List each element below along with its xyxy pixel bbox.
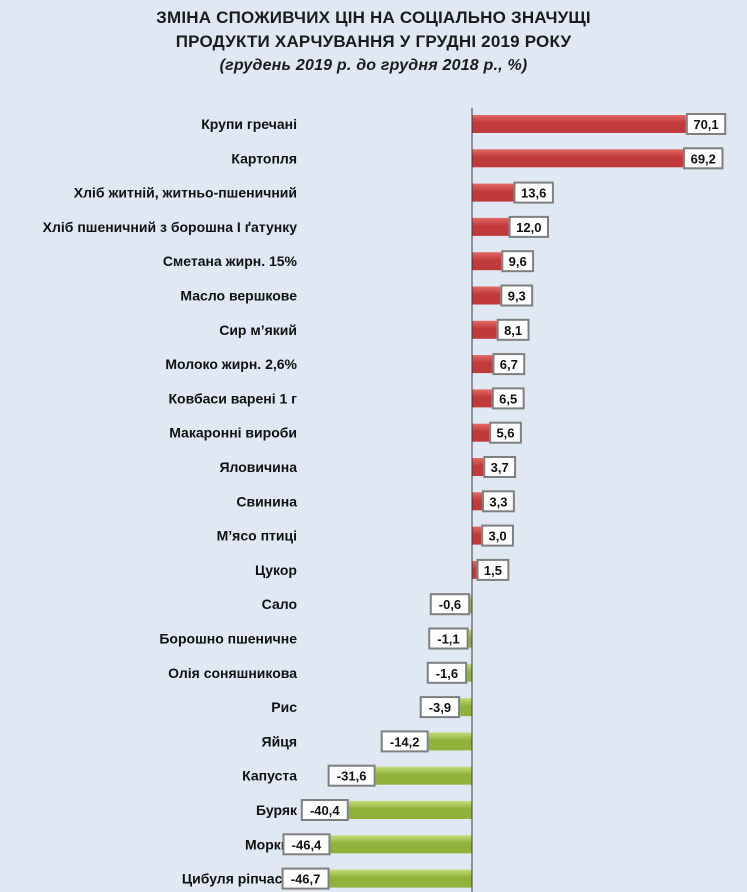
data-label-box (282, 833, 331, 856)
data-label: -1,1 (437, 632, 459, 647)
bar (470, 595, 472, 614)
category-label: Цибуля ріпчаста (182, 871, 297, 887)
bar (460, 698, 472, 717)
data-label: 6,5 (499, 391, 517, 406)
data-label: 13,6 (521, 186, 546, 201)
data-label: -1,6 (436, 666, 458, 681)
bar (472, 149, 684, 168)
bar (472, 492, 483, 511)
category-label: Сметана жирн. 15% (163, 253, 298, 269)
bar (472, 252, 502, 271)
data-label-box (492, 353, 526, 376)
data-label: -40,4 (310, 803, 340, 818)
data-label-box (501, 250, 535, 273)
data-label: 3,7 (491, 460, 509, 475)
bar (472, 423, 490, 442)
data-label-box (496, 318, 530, 341)
chart-title-line2: ПРОДУКТИ ХАРЧУВАННЯ У ГРУДНІ 2019 РОКУ (175, 32, 572, 51)
category-label: Яйця (262, 733, 297, 749)
category-label: Картопля (231, 150, 297, 166)
bar (348, 801, 472, 819)
category-label: Сало (262, 596, 297, 612)
data-label: 6,7 (500, 357, 518, 372)
bar (472, 183, 514, 202)
data-label: 8,1 (504, 323, 522, 338)
bar (472, 217, 509, 236)
category-label: Борошно пшеничне (159, 631, 297, 647)
data-label: 3,3 (489, 494, 507, 509)
data-label: 70,1 (693, 117, 718, 132)
bar (472, 320, 497, 339)
bar (468, 629, 472, 648)
data-label-box (428, 627, 469, 650)
data-label-box (483, 456, 517, 478)
bar (329, 869, 472, 888)
category-label: Олія соняшникова (168, 665, 297, 681)
category-label: Молоко жирн. 2,6% (165, 356, 297, 372)
category-label: Сир м’який (219, 322, 297, 338)
bar (472, 389, 492, 408)
category-label: Рис (271, 699, 297, 715)
category-label: Хліб пшеничний з борошна І ґатунку (43, 219, 298, 235)
category-label: Ковбаси варені 1 г (168, 390, 297, 406)
data-label-box (429, 593, 471, 616)
bar (472, 560, 477, 579)
category-label: М’ясо птиці (217, 528, 297, 544)
data-label-box (508, 215, 550, 238)
data-label: 5,6 (496, 426, 514, 441)
data-label: 3,0 (489, 529, 507, 544)
data-label: -46,4 (292, 837, 322, 852)
data-label: -0,6 (439, 597, 461, 612)
data-label-box (685, 113, 727, 135)
bar (472, 355, 493, 374)
category-label: Масло вершкове (180, 288, 297, 304)
chart-subtitle: (грудень 2019 р. до грудня 2018 р., %) (219, 57, 528, 74)
data-label-box (683, 147, 724, 170)
data-label-box (500, 284, 534, 307)
category-label: Цукор (255, 562, 297, 578)
data-label: 9,6 (509, 254, 527, 269)
bar (472, 526, 482, 545)
data-label: 1,5 (484, 563, 502, 578)
data-label: -14,2 (390, 734, 420, 749)
bar (472, 458, 484, 476)
category-label: Хліб житній, житньо-пшеничний (74, 185, 297, 201)
data-label-box (481, 524, 514, 547)
bar (428, 732, 472, 751)
bar (472, 115, 686, 133)
data-label-box (491, 387, 525, 410)
category-label: Макаронні вироби (169, 425, 297, 441)
category-label: Буряк (256, 802, 298, 818)
bar (467, 663, 472, 682)
data-label: 9,3 (508, 289, 526, 304)
bar (330, 835, 472, 854)
category-label: Яловичина (219, 459, 297, 475)
data-label: -31,6 (337, 769, 367, 784)
data-label-box (327, 764, 376, 787)
data-label-box (300, 799, 349, 821)
bar (472, 286, 501, 305)
data-label-box (513, 181, 554, 204)
chart-title: ЗМІНА СПОЖИВЧИХ ЦІН НА СОЦІАЛЬНО ЗНАЧУЩІ (156, 8, 591, 27)
data-label: -3,9 (429, 700, 451, 715)
data-label-box (419, 696, 461, 719)
data-label: 12,0 (516, 220, 541, 235)
category-label: Крупи гречані (201, 116, 297, 132)
category-label: Свинина (236, 493, 297, 509)
data-label-box (426, 661, 468, 684)
data-label-box (482, 490, 515, 513)
data-label-box (489, 421, 522, 444)
data-label: 69,2 (691, 151, 716, 166)
bar (375, 766, 472, 785)
data-label: -46,7 (291, 872, 321, 887)
data-label-box (380, 730, 429, 753)
data-label-box (281, 867, 330, 890)
category-label: Капуста (242, 768, 297, 784)
data-label-box (476, 558, 510, 581)
